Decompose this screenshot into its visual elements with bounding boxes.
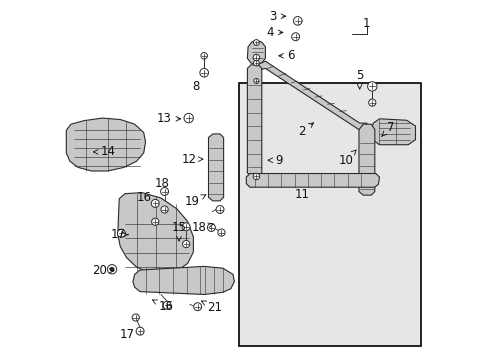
- Text: 15: 15: [171, 221, 186, 241]
- Circle shape: [163, 301, 171, 309]
- Polygon shape: [247, 65, 261, 176]
- Circle shape: [207, 224, 215, 231]
- Text: 12: 12: [181, 153, 203, 166]
- Text: 5: 5: [355, 69, 363, 89]
- Circle shape: [293, 17, 302, 25]
- Circle shape: [107, 265, 117, 274]
- Circle shape: [182, 240, 189, 248]
- Circle shape: [201, 53, 207, 59]
- Text: 16: 16: [137, 191, 152, 204]
- Text: 6: 6: [278, 49, 294, 62]
- Circle shape: [367, 82, 376, 91]
- Circle shape: [253, 78, 258, 84]
- Text: 16: 16: [152, 300, 173, 313]
- Text: 10: 10: [338, 150, 355, 167]
- Text: 18: 18: [192, 221, 213, 234]
- Circle shape: [253, 40, 259, 45]
- Text: 7: 7: [381, 121, 393, 136]
- Polygon shape: [208, 134, 223, 201]
- Text: 8: 8: [192, 80, 199, 93]
- Text: 21: 21: [201, 301, 222, 314]
- Polygon shape: [118, 193, 193, 274]
- Circle shape: [182, 223, 190, 231]
- Polygon shape: [246, 174, 379, 187]
- Text: 18: 18: [154, 177, 169, 190]
- Circle shape: [368, 99, 375, 106]
- Circle shape: [110, 267, 114, 271]
- Polygon shape: [358, 124, 374, 195]
- Circle shape: [136, 327, 144, 335]
- Text: 20: 20: [92, 264, 114, 277]
- Text: 14: 14: [93, 145, 115, 158]
- Text: 9: 9: [267, 154, 282, 167]
- Text: 11: 11: [294, 188, 309, 201]
- Circle shape: [151, 218, 159, 225]
- Circle shape: [183, 113, 193, 123]
- Text: 2: 2: [298, 123, 313, 138]
- Circle shape: [193, 303, 201, 311]
- Circle shape: [151, 199, 159, 207]
- Polygon shape: [370, 119, 415, 145]
- Circle shape: [200, 68, 208, 77]
- Text: 3: 3: [269, 10, 285, 23]
- Polygon shape: [258, 61, 366, 130]
- Polygon shape: [247, 40, 265, 65]
- Text: 13: 13: [157, 112, 180, 125]
- Circle shape: [218, 229, 224, 236]
- Circle shape: [253, 60, 259, 66]
- Text: 17: 17: [110, 228, 128, 241]
- Circle shape: [253, 54, 259, 61]
- Circle shape: [253, 173, 259, 180]
- Text: 19: 19: [184, 195, 205, 208]
- Circle shape: [161, 206, 168, 213]
- Circle shape: [291, 33, 299, 41]
- Circle shape: [160, 188, 168, 195]
- Polygon shape: [66, 118, 145, 171]
- Circle shape: [132, 314, 139, 321]
- Text: 4: 4: [266, 26, 283, 39]
- Circle shape: [117, 229, 125, 237]
- Polygon shape: [133, 266, 234, 294]
- Bar: [239, 83, 420, 346]
- Text: 17: 17: [120, 328, 135, 341]
- Text: 1: 1: [363, 17, 370, 30]
- Circle shape: [216, 206, 224, 213]
